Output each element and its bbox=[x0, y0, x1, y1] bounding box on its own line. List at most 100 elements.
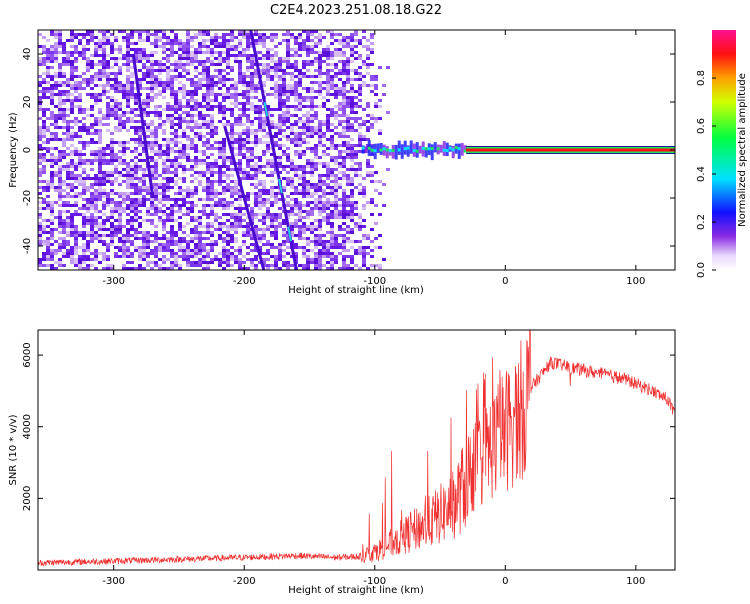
spectrogram-cell bbox=[310, 120, 314, 123]
spectrogram-cell bbox=[126, 219, 130, 222]
spectrogram-cell bbox=[158, 198, 162, 201]
spectrogram-cell bbox=[190, 60, 194, 63]
spectrogram-cell bbox=[230, 204, 234, 207]
spectrogram-cell bbox=[154, 189, 158, 192]
carrier-spread-cell bbox=[451, 146, 455, 159]
spectrogram-cell bbox=[362, 234, 366, 237]
spectrogram-cell bbox=[238, 261, 242, 264]
spectrogram-cell bbox=[142, 51, 146, 54]
spectrogram-cell bbox=[58, 51, 62, 54]
spectrogram-cell bbox=[202, 63, 206, 66]
spectrogram-cell bbox=[74, 258, 78, 261]
spectrogram-cell bbox=[202, 255, 206, 258]
spectrogram-cell bbox=[210, 93, 214, 96]
spectrogram-cell bbox=[210, 147, 214, 150]
spectrogram-cell bbox=[50, 231, 54, 234]
spectrogram-cell bbox=[250, 66, 254, 69]
spectrogram-cell bbox=[138, 177, 142, 180]
carrier-core-cell bbox=[403, 147, 407, 151]
spectrogram-cell bbox=[314, 111, 318, 114]
spectrogram-cell bbox=[238, 141, 242, 144]
spectrogram-cell bbox=[310, 249, 314, 252]
colorbar-tick-label: 0.2 bbox=[696, 214, 707, 230]
spectrogram-cell bbox=[58, 237, 62, 240]
spectrogram-cell bbox=[122, 90, 126, 93]
spectrogram-cell bbox=[198, 135, 202, 138]
spectrogram-cell bbox=[326, 165, 330, 168]
spectrogram-cell bbox=[106, 42, 110, 45]
spectrogram-cell bbox=[166, 120, 170, 123]
spectrogram-cell bbox=[98, 192, 102, 195]
spectrogram-cell bbox=[230, 138, 234, 141]
spectrogram-cell bbox=[310, 132, 314, 135]
spectrogram-cell bbox=[78, 135, 82, 138]
spectrogram-cell bbox=[214, 171, 218, 174]
spectrogram-cell bbox=[306, 63, 310, 66]
spectrogram-cell bbox=[206, 216, 210, 219]
spectrogram-cell bbox=[378, 264, 382, 267]
spectrogram-cell bbox=[74, 135, 78, 138]
spectrogram-cell bbox=[210, 261, 214, 264]
spectrogram-cell bbox=[174, 261, 178, 264]
spectrogram-cell bbox=[198, 81, 202, 84]
spectrogram-cell bbox=[42, 168, 46, 171]
spectrogram-cell bbox=[58, 159, 62, 162]
spectrogram-cell bbox=[58, 66, 62, 69]
spectrogram-cell bbox=[58, 168, 62, 171]
spectrogram-cell bbox=[330, 84, 334, 87]
spectrogram-cell bbox=[174, 111, 178, 114]
spectrogram-cell bbox=[134, 93, 138, 96]
spectrogram-cell bbox=[142, 114, 146, 117]
spectrogram-cell bbox=[38, 138, 42, 141]
spectrogram-cell bbox=[198, 183, 202, 186]
spectrogram-cell bbox=[62, 48, 66, 51]
spectrogram-cell bbox=[318, 174, 322, 177]
spectrogram-cell bbox=[50, 132, 54, 135]
spectrogram-cell bbox=[338, 234, 342, 237]
spectrogram-cell bbox=[350, 51, 354, 54]
spectrogram-cell bbox=[366, 174, 370, 177]
spectrogram-cell bbox=[78, 99, 82, 102]
spectrogram-cell bbox=[270, 114, 274, 117]
spectrogram-cell bbox=[66, 240, 70, 243]
spectrogram-cell bbox=[142, 57, 146, 60]
spectrogram-cell bbox=[290, 72, 294, 75]
spectrogram-cell bbox=[302, 180, 306, 183]
spectrogram-cell bbox=[270, 39, 274, 42]
spectrogram-cell bbox=[46, 108, 50, 111]
spectrogram-cell bbox=[314, 228, 318, 231]
spectrogram-cell bbox=[150, 111, 154, 114]
spectrogram-cell bbox=[178, 63, 182, 66]
spectrogram-cell bbox=[126, 36, 130, 39]
spectrogram-cell bbox=[54, 132, 58, 135]
spectrogram-cell bbox=[206, 213, 210, 216]
spectrogram-cell bbox=[162, 186, 166, 189]
spectrogram-cell bbox=[146, 147, 150, 150]
spectrogram-cell bbox=[262, 261, 266, 264]
spectrogram-cell bbox=[74, 228, 78, 231]
spectrogram-cell bbox=[142, 255, 146, 258]
spectrogram-cell bbox=[242, 231, 246, 234]
spectrogram-cell bbox=[54, 120, 58, 123]
spectrogram-cell bbox=[154, 36, 158, 39]
spectrogram-cell bbox=[82, 180, 86, 183]
spectrogram-cell bbox=[306, 36, 310, 39]
spectrogram-cell bbox=[218, 261, 222, 264]
spectrogram-cell bbox=[342, 54, 346, 57]
spectrogram-cell bbox=[190, 219, 194, 222]
spectrogram-cell bbox=[202, 39, 206, 42]
spectrogram-cell bbox=[238, 72, 242, 75]
spectrogram-cell bbox=[98, 177, 102, 180]
spectrogram-cell bbox=[190, 210, 194, 213]
spectrogram-cell bbox=[362, 261, 366, 264]
spectrogram-cell bbox=[218, 78, 222, 81]
spectrogram-cell bbox=[298, 126, 302, 129]
spectrogram-cell bbox=[150, 135, 154, 138]
spectrogram-cell bbox=[310, 240, 314, 243]
spectrogram-cell bbox=[230, 33, 234, 36]
spectrogram-cell bbox=[234, 258, 238, 261]
spectrogram-cell bbox=[358, 150, 362, 153]
spectrogram-cell bbox=[42, 51, 46, 54]
spectrogram-cell bbox=[258, 180, 262, 183]
spectrogram-cell bbox=[130, 183, 134, 186]
